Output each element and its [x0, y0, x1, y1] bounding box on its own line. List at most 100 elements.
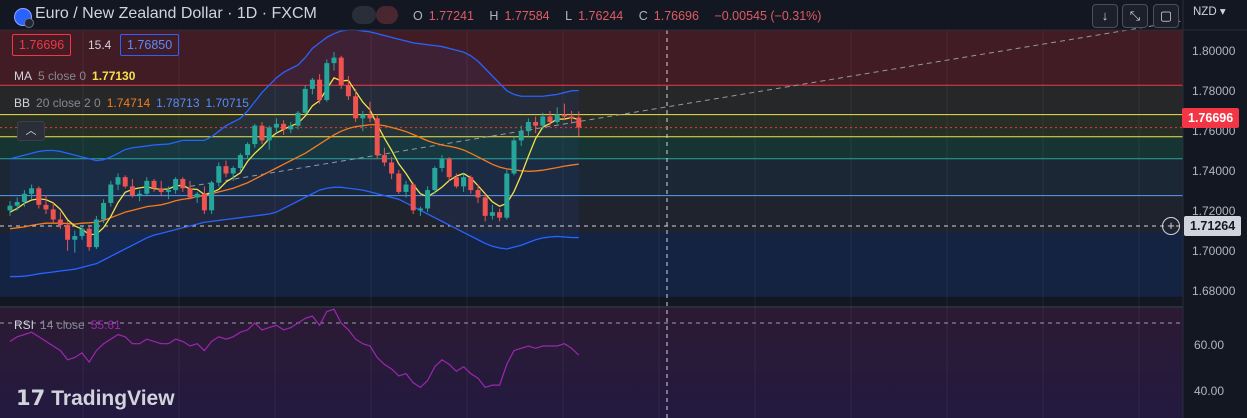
ohlc-close: 1.76696: [653, 9, 699, 23]
candle-body: [381, 155, 387, 163]
candle-body: [288, 125, 294, 130]
eye-icon[interactable]: [352, 6, 376, 24]
candle-body: [367, 114, 373, 119]
candle-body: [158, 188, 164, 192]
candle-body: [295, 112, 301, 126]
ohlc-open-key: O: [413, 9, 423, 23]
rsi-value: 55.61: [90, 318, 121, 332]
buy-price-box[interactable]: 1.76850: [120, 34, 180, 56]
chevron-down-icon: ▾: [1219, 6, 1226, 18]
candle-body: [86, 228, 92, 248]
candle-body: [324, 63, 330, 100]
candle-body: [252, 125, 258, 145]
plus-circle-icon[interactable]: +: [1162, 217, 1180, 235]
tradingview-logo[interactable]: 17 TradingView: [16, 386, 175, 411]
candle-body: [410, 184, 416, 211]
candle-body: [173, 179, 179, 191]
candle-body: [151, 180, 157, 189]
candle-body: [475, 190, 481, 198]
symbol-title[interactable]: Euro / New Zealand Dollar · 1D · FXCM: [35, 5, 317, 22]
crosshair-price-label: 1.71264: [1184, 216, 1242, 236]
candle-body: [511, 140, 517, 174]
y-tick: 1.74000: [1192, 164, 1236, 178]
candle-body: [115, 177, 121, 185]
bb-name: BB: [14, 96, 31, 110]
candle-body: [237, 155, 243, 168]
candle-body: [79, 228, 85, 237]
candle-body: [561, 114, 567, 117]
last-price-label: 1.76696: [1182, 108, 1240, 128]
ohlc-readout: O 1.77241 H 1.77584 L 1.76244 C 1.76696 −0.0…: [413, 9, 827, 23]
candle-body: [360, 114, 366, 119]
candle-body: [180, 179, 186, 189]
candle-body: [338, 57, 344, 86]
bb-basis-line: [9, 124, 579, 230]
candle-body: [374, 118, 380, 156]
candle-body: [533, 122, 539, 126]
chevron-up-icon[interactable]: ︿: [17, 121, 45, 141]
candle-body: [194, 193, 200, 198]
candle-body: [108, 184, 114, 203]
collapse-arrows-icon[interactable]: ⤡: [1122, 4, 1148, 28]
candle-body: [331, 57, 337, 64]
arrow-down-icon[interactable]: ↓: [1092, 4, 1118, 28]
bb-params: 20 close 2 0: [36, 96, 101, 110]
candle-body: [230, 168, 236, 174]
candle-body: [468, 177, 474, 191]
rsi-legend[interactable]: RSI 14 close 55.61: [14, 318, 121, 332]
sell-price-box[interactable]: 1.76696: [12, 34, 72, 56]
candle-body: [129, 186, 135, 196]
candle-body: [518, 131, 524, 141]
candle-body: [489, 212, 495, 216]
candle-body: [439, 158, 445, 168]
candle-body: [497, 212, 503, 218]
candle-body: [101, 202, 107, 220]
ohlc-low: 1.76244: [578, 9, 624, 23]
ohlc-low-key: L: [565, 9, 573, 23]
y-tick: 1.72000: [1192, 204, 1236, 218]
bb-legend[interactable]: BB 20 close 2 0 1.74714 1.78713 1.70715: [14, 96, 249, 110]
candle-body: [540, 116, 546, 126]
currency-selector[interactable]: NZD ▾: [1193, 4, 1226, 18]
candle-body: [525, 122, 531, 132]
candle-body: [245, 144, 251, 156]
price-change: −0.00545 (−0.31%): [714, 9, 822, 23]
candle-body: [65, 225, 71, 240]
ohlc-high: 1.77584: [504, 9, 550, 23]
candle-body: [317, 79, 323, 100]
ma-legend[interactable]: MA 5 close 0 1.77130: [14, 69, 135, 83]
y-tick: 1.68000: [1192, 284, 1236, 298]
candle-body: [432, 168, 438, 191]
ohlc-open: 1.77241: [428, 9, 474, 23]
replay-icon[interactable]: [376, 6, 398, 24]
candle-body: [273, 123, 279, 128]
candle-body: [57, 219, 63, 226]
bb-band-fill: [10, 30, 579, 277]
symbol-flag-icon[interactable]: [14, 8, 34, 28]
candle-body: [216, 166, 222, 183]
candle-body: [309, 79, 315, 89]
candle-body: [165, 190, 171, 192]
bb-lower-value: 1.70715: [205, 96, 249, 110]
candle-body: [50, 209, 56, 220]
candle-body: [425, 190, 431, 209]
candle-body: [72, 236, 78, 240]
trend-line: [189, 20, 1184, 187]
ma-name: MA: [14, 69, 32, 83]
y-tick: 1.78000: [1192, 84, 1236, 98]
y-tick: 1.80000: [1192, 44, 1236, 58]
candle-body: [482, 197, 488, 216]
candle-body: [36, 188, 42, 205]
rsi-line: [9, 308, 580, 389]
candle-body: [345, 85, 351, 97]
rsi-name: RSI: [14, 318, 35, 332]
screenshot-icon[interactable]: ▢: [1153, 4, 1179, 28]
candle-body: [29, 188, 35, 194]
rsi-params: 14 close: [40, 318, 85, 332]
candle-body: [576, 117, 582, 128]
candle-body: [137, 193, 143, 196]
candle-body: [554, 114, 560, 122]
candle-body: [446, 158, 452, 178]
